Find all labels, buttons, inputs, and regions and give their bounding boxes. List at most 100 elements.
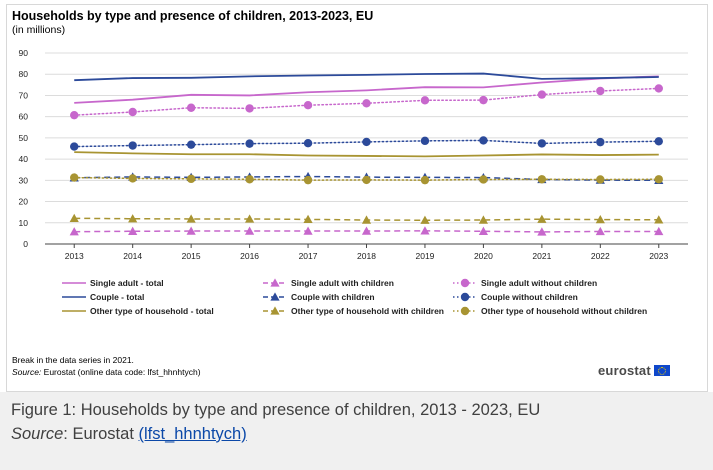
- x-tick-label-2017: 2017: [299, 251, 318, 261]
- legend-marker-5: [460, 292, 470, 302]
- series-8-point-2019: [420, 175, 430, 185]
- logo-text: eurostat: [598, 363, 651, 378]
- series-line-6: [74, 151, 659, 158]
- y-tick-label-70: 70: [19, 90, 29, 100]
- series-2-point-2015: [186, 103, 196, 112]
- series-5-point-2019: [420, 136, 430, 146]
- legend-item-2: Single adult without children: [453, 278, 597, 288]
- series-1-point-2019: [420, 226, 430, 235]
- source-note-label: Source:: [12, 367, 42, 377]
- series-8-point-2022: [596, 175, 605, 184]
- x-tick-label-2016: 2016: [240, 251, 259, 261]
- legend-item-6: Other type of household - total: [62, 306, 214, 316]
- series-1-point-2016: [244, 226, 255, 235]
- series-1-point-2020: [478, 226, 489, 235]
- series-3: [74, 72, 659, 82]
- y-tick-label-30: 30: [19, 175, 29, 185]
- legend-label-5: Couple without children: [481, 292, 578, 302]
- legend-item-8: Other type of household without children: [453, 306, 647, 316]
- series-1-point-2022: [595, 226, 605, 236]
- series-7-point-2016: [244, 214, 255, 223]
- legend-marker-2: [460, 278, 470, 288]
- y-tick-label-90: 90: [19, 48, 29, 58]
- source-dataset-link[interactable]: (lfst_hhnhtych): [138, 425, 247, 443]
- break-note: Break in the data series in 2021.: [12, 355, 134, 365]
- chart-frame: [6, 4, 708, 392]
- series-2-point-2018: [362, 99, 371, 108]
- series-6: [74, 151, 659, 158]
- series-8-point-2017: [303, 175, 313, 185]
- series-2-point-2014: [128, 107, 137, 117]
- legend-label-8: Other type of household without children: [481, 306, 647, 316]
- series-8: [70, 173, 663, 185]
- series-8-point-2014: [128, 174, 137, 183]
- source-note-text: Eurostat (online data code: lfst_hhnhtyc…: [41, 367, 201, 377]
- legend-label-6: Other type of household - total: [90, 306, 214, 316]
- x-tick-label-2013: 2013: [65, 251, 84, 261]
- x-tick-label-2019: 2019: [415, 251, 434, 261]
- figure-caption: Figure 1: Households by type and presenc…: [11, 401, 541, 419]
- figure-source: Source: Eurostat (lfst_hhnhtych): [11, 425, 247, 444]
- series-8-point-2018: [362, 175, 371, 185]
- chart-subtitle: (in millions): [12, 24, 66, 36]
- series-5-point-2023: [654, 137, 663, 146]
- series-5-point-2021: [537, 139, 547, 148]
- series-8-point-2023: [654, 175, 663, 184]
- legend-label-1: Single adult with children: [291, 278, 394, 288]
- series-5-point-2014: [128, 141, 137, 150]
- series-5-point-2022: [596, 137, 605, 147]
- series-7: [69, 213, 664, 224]
- legend-label-7: Other type of household with children: [291, 306, 444, 316]
- legend-item-3: Couple - total: [62, 292, 144, 302]
- series-7-point-2015: [186, 214, 196, 223]
- y-tick-label-60: 60: [19, 112, 29, 122]
- series-7-point-2023: [654, 215, 664, 224]
- series-5: [70, 136, 663, 151]
- series-8-point-2020: [479, 175, 488, 184]
- series-1-point-2013: [69, 227, 79, 236]
- legend-item-1: Single adult with children: [263, 278, 394, 288]
- series-5-point-2015: [186, 140, 196, 149]
- legend-label-4: Couple with children: [291, 292, 375, 302]
- series-2-point-2019: [420, 96, 430, 105]
- figure-source-sep: : Eurostat: [63, 425, 139, 443]
- series-1-point-2023: [654, 226, 664, 236]
- figure-source-label: Source: [11, 425, 64, 443]
- eu-flag-icon: [653, 365, 670, 376]
- caption-area: [0, 392, 713, 470]
- legend-marker-4: [270, 292, 280, 301]
- series-2-point-2020: [479, 95, 488, 105]
- x-tick-label-2023: 2023: [649, 251, 668, 261]
- series-5-point-2020: [479, 136, 488, 145]
- x-tick-label-2020: 2020: [474, 251, 493, 261]
- legend-label-2: Single adult without children: [481, 278, 597, 288]
- series-1-point-2018: [361, 226, 372, 235]
- y-tick-label-50: 50: [19, 133, 29, 143]
- legend-marker-1: [270, 278, 280, 287]
- legend-item-4: Couple with children: [263, 292, 375, 302]
- legend-item-5: Couple without children: [453, 292, 578, 302]
- series-7-point-2018: [361, 215, 372, 224]
- legend-item-7: Other type of household with children: [263, 306, 444, 316]
- y-tick-label-40: 40: [19, 154, 29, 164]
- series-2-point-2013: [70, 110, 79, 120]
- series-line-0: [74, 75, 659, 104]
- y-tick-label-0: 0: [23, 239, 28, 249]
- series-8-point-2016: [245, 175, 254, 184]
- series-1: [69, 226, 664, 236]
- y-tick-label-20: 20: [19, 197, 29, 207]
- series-7-point-2021: [537, 214, 547, 223]
- y-tick-label-10: 10: [19, 218, 29, 228]
- series-7-point-2013: [69, 213, 79, 223]
- y-tick-label-80: 80: [19, 69, 29, 79]
- series-7-point-2022: [595, 214, 605, 224]
- x-tick-label-2015: 2015: [182, 251, 201, 261]
- series-5-point-2017: [303, 138, 313, 148]
- series-2-point-2021: [537, 90, 547, 99]
- series-line-3: [74, 72, 659, 82]
- series-8-point-2015: [186, 174, 196, 184]
- series-8-point-2013: [70, 173, 79, 182]
- legend-item-0: Single adult - total: [62, 278, 164, 288]
- legend-marker-8: [460, 306, 470, 316]
- legend-marker-7: [270, 306, 280, 315]
